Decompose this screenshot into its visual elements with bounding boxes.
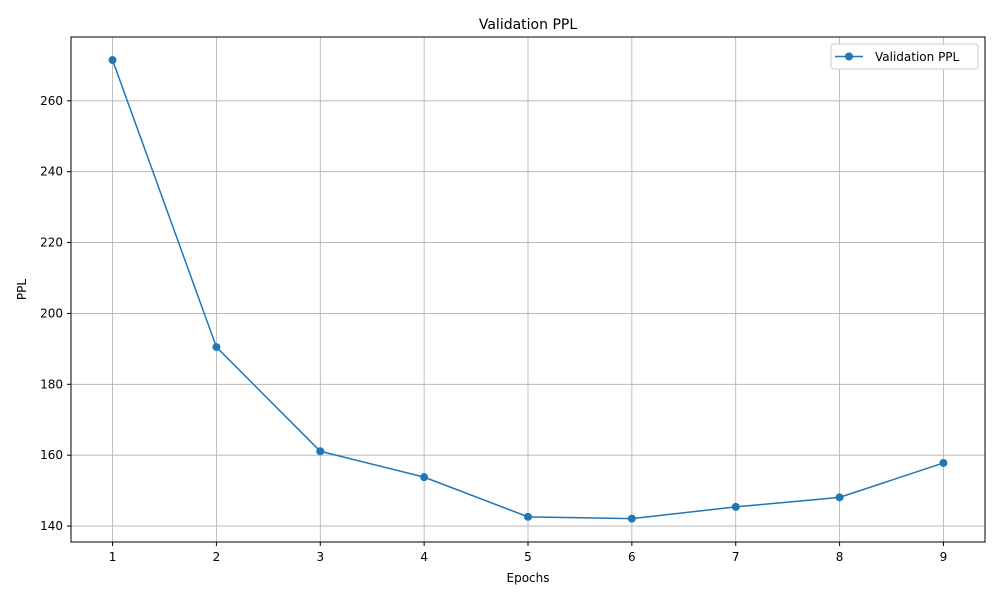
- y-tick-label: 180: [40, 377, 63, 391]
- data-point: [939, 458, 948, 467]
- legend: Validation PPL: [830, 43, 979, 70]
- x-tick-label: 5: [524, 550, 532, 564]
- data-point: [108, 56, 117, 65]
- x-tick-label: 4: [420, 550, 428, 564]
- x-tick-label: 9: [940, 550, 948, 564]
- x-tick-label: 1: [109, 550, 117, 564]
- x-tick-label: 3: [316, 550, 324, 564]
- y-axis-label: PPL: [15, 279, 29, 300]
- data-point: [212, 343, 221, 352]
- y-tick-label: 200: [40, 306, 63, 320]
- x-tick-label: 2: [213, 550, 221, 564]
- y-tick-label: 160: [40, 448, 63, 462]
- legend-label: Validation PPL: [875, 50, 960, 64]
- y-tick-label: 220: [40, 236, 63, 250]
- x-tick-label: 7: [732, 550, 740, 564]
- data-point: [835, 493, 844, 502]
- x-tick-label: 6: [628, 550, 636, 564]
- y-tick-label: 140: [40, 519, 63, 533]
- y-tick-label: 260: [40, 94, 63, 108]
- data-point: [627, 514, 636, 523]
- data-point: [316, 447, 325, 456]
- grid: [71, 37, 985, 542]
- x-tick-label: 8: [836, 550, 844, 564]
- chart-title: Validation PPL: [479, 17, 577, 33]
- data-point: [524, 512, 532, 521]
- series-layer: [108, 56, 948, 523]
- legend-box: [830, 43, 979, 70]
- y-tick-label: 240: [40, 165, 63, 179]
- y-axis-ticks: 140 160 180 200 220 240 260: [40, 94, 71, 533]
- data-point: [420, 473, 429, 482]
- data-point: [731, 502, 740, 511]
- x-axis-ticks: 1 2 3 4 5 6 7 8 9: [109, 542, 948, 564]
- x-axis-label: Epochs: [507, 571, 550, 585]
- legend-marker: [845, 52, 853, 61]
